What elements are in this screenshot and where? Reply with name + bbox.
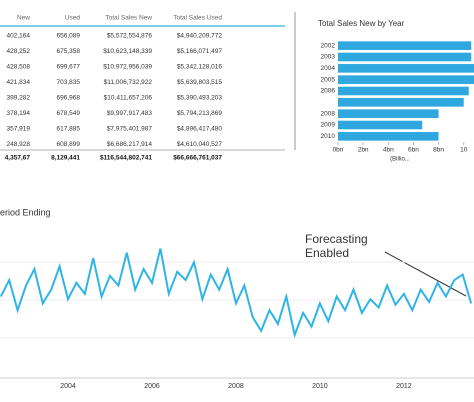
table-cell: 421,834	[7, 79, 31, 86]
bar	[338, 120, 423, 130]
y-tick-label: 2004	[321, 65, 336, 72]
table-cell: 608,899	[57, 141, 81, 148]
x-tick-label: 10	[460, 147, 468, 154]
table-cell: 617,885	[57, 126, 81, 133]
annotation-arrow	[384, 251, 467, 297]
bar	[338, 132, 439, 141]
bar	[338, 86, 469, 96]
table-cell: $5,342,128,016	[177, 64, 223, 71]
line-series	[0, 248, 473, 339]
total-cell: 4,357,67	[5, 155, 31, 162]
bar	[338, 109, 439, 118]
table-cell: 428,252	[7, 48, 31, 55]
y-tick-label: 2008	[321, 110, 336, 117]
content: New Used Total Sales New Total Sales Used 40…	[0, 15, 474, 390]
bar	[338, 52, 472, 62]
table-cell: 399,282	[7, 95, 31, 102]
total-cell: 8,129,441	[51, 155, 80, 162]
x-tick-label: 2008	[228, 383, 244, 390]
x-tick-label: 0bn	[333, 147, 344, 154]
total-cell: $116,544,802,741	[100, 155, 152, 162]
x-tick-label: 2bn	[358, 147, 369, 154]
table-cell: $6,686,217,914	[107, 141, 153, 148]
total-cell: $66,666,761,037	[173, 155, 222, 162]
table-cell: $7,975,401,987	[107, 126, 153, 133]
table-cell: $9,997,917,483	[107, 110, 153, 117]
bar	[338, 41, 472, 50]
x-tick-label: 2010	[312, 383, 328, 390]
bar-area	[338, 41, 474, 141]
y-tick-label: 2002	[321, 42, 336, 49]
x-tick-label: 6bn	[408, 147, 419, 154]
table-cell: 675,358	[57, 48, 81, 55]
table-cell: 357,919	[7, 126, 31, 133]
table-cell: $5,572,554,876	[107, 33, 153, 40]
x-tick-label: 2012	[396, 383, 412, 390]
table-cell: $11,006,732,922	[104, 79, 153, 86]
x-tick-label: 2004	[60, 383, 76, 390]
table-cell: $5,390,493,203	[177, 95, 223, 102]
y-tick-label: 2005	[321, 76, 336, 83]
table-cell: 428,508	[7, 64, 31, 71]
x-tick-label: 4bn	[383, 147, 394, 154]
y-tick-label: 2003	[321, 54, 336, 61]
table-cell: $4,610,040,527	[177, 141, 223, 148]
bar	[338, 64, 474, 73]
table-cell: 703,835	[57, 79, 81, 86]
table-cell: $10,623,148,339	[103, 48, 152, 55]
table-cell: 678,549	[57, 110, 81, 117]
table-cell: 378,194	[7, 110, 31, 117]
table-cell: $10,972,956,039	[103, 64, 152, 71]
bar	[338, 75, 474, 84]
table-cell: $4,896,417,480	[177, 126, 223, 133]
column-header: New	[17, 15, 30, 22]
column-header: Used	[65, 15, 81, 22]
x-tick-label: 8bn	[433, 147, 444, 154]
column-header: Total Sales New	[105, 15, 152, 22]
table-cell: 656,089	[57, 33, 81, 40]
annotation: Enabled	[305, 246, 349, 260]
table-cell: $5,639,803,515	[177, 79, 223, 86]
x-axis-label: (Billio...	[390, 157, 410, 163]
chart-title: eriod Ending	[0, 207, 51, 217]
table-cell: $10,411,657,206	[104, 95, 153, 102]
chart-title: Total Sales New by Year	[318, 19, 405, 28]
x-tick-label: 2006	[144, 383, 160, 390]
table-cell: 699,677	[57, 64, 81, 71]
y-tick-label: 2010	[321, 133, 336, 140]
table-cell: $4,940,209,772	[177, 33, 223, 40]
y-tick-label: 2009	[321, 122, 336, 129]
table-cell: 248,928	[7, 141, 31, 148]
column-header: Total Sales Used	[173, 15, 222, 22]
table-cell: 402,164	[7, 33, 31, 40]
table-cell: $5,794,213,869	[177, 110, 223, 117]
y-tick-label: 2006	[321, 88, 336, 95]
table-cell: $5,166,071,497	[177, 48, 223, 55]
bar	[338, 98, 464, 107]
table-cell: 696,968	[57, 95, 81, 102]
annotation: Forecasting	[305, 232, 368, 246]
